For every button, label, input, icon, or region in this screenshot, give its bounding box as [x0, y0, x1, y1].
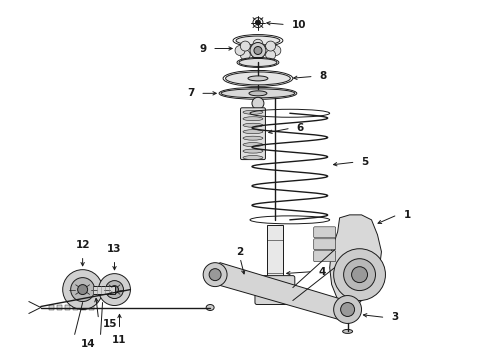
FancyBboxPatch shape	[57, 305, 62, 310]
Circle shape	[253, 52, 263, 62]
FancyBboxPatch shape	[314, 251, 336, 262]
Ellipse shape	[343, 329, 353, 333]
Ellipse shape	[243, 117, 263, 121]
Text: 3: 3	[392, 312, 399, 323]
Circle shape	[253, 39, 263, 49]
Ellipse shape	[243, 136, 263, 140]
FancyBboxPatch shape	[73, 305, 77, 310]
Circle shape	[209, 269, 221, 280]
Ellipse shape	[243, 156, 263, 159]
Circle shape	[250, 42, 266, 58]
Circle shape	[63, 270, 102, 310]
Polygon shape	[207, 263, 356, 321]
Circle shape	[111, 285, 119, 293]
Circle shape	[71, 278, 95, 302]
Circle shape	[254, 46, 262, 54]
Polygon shape	[330, 215, 382, 307]
Ellipse shape	[243, 123, 263, 127]
Ellipse shape	[243, 143, 263, 147]
Text: 12: 12	[75, 240, 90, 250]
Ellipse shape	[249, 91, 267, 96]
Text: 1: 1	[403, 210, 411, 220]
FancyBboxPatch shape	[49, 305, 54, 310]
FancyBboxPatch shape	[89, 305, 94, 310]
FancyBboxPatch shape	[241, 108, 266, 159]
Circle shape	[77, 285, 88, 294]
FancyBboxPatch shape	[267, 225, 283, 283]
Ellipse shape	[243, 110, 263, 114]
Ellipse shape	[225, 72, 290, 85]
Ellipse shape	[265, 280, 285, 285]
Circle shape	[240, 50, 250, 60]
Text: 5: 5	[362, 157, 369, 167]
FancyBboxPatch shape	[255, 276, 295, 305]
Text: 8: 8	[319, 71, 327, 81]
Ellipse shape	[206, 305, 214, 310]
Circle shape	[334, 296, 362, 323]
Text: 10: 10	[292, 19, 306, 30]
Circle shape	[341, 302, 355, 316]
FancyBboxPatch shape	[81, 305, 86, 310]
Circle shape	[266, 50, 275, 60]
Text: 6: 6	[297, 123, 304, 133]
Circle shape	[240, 41, 250, 51]
Text: 7: 7	[187, 88, 194, 98]
FancyBboxPatch shape	[65, 305, 70, 310]
FancyBboxPatch shape	[314, 239, 336, 250]
Circle shape	[203, 263, 227, 287]
Circle shape	[252, 97, 264, 109]
Ellipse shape	[243, 149, 263, 153]
Text: 15: 15	[102, 319, 117, 329]
Text: 11: 11	[112, 336, 127, 345]
Circle shape	[266, 41, 275, 51]
Text: 2: 2	[236, 247, 244, 257]
FancyBboxPatch shape	[314, 227, 336, 238]
Ellipse shape	[248, 76, 268, 81]
Circle shape	[352, 267, 368, 283]
Text: 4: 4	[318, 267, 326, 276]
Circle shape	[271, 45, 281, 55]
Circle shape	[334, 249, 386, 301]
Text: 13: 13	[107, 244, 122, 254]
Ellipse shape	[236, 36, 280, 45]
FancyBboxPatch shape	[93, 285, 115, 293]
Text: 9: 9	[199, 44, 206, 54]
Circle shape	[98, 274, 130, 306]
Circle shape	[105, 280, 123, 298]
Ellipse shape	[239, 58, 277, 67]
Text: 14: 14	[81, 339, 96, 349]
Circle shape	[235, 45, 245, 55]
Ellipse shape	[243, 130, 263, 134]
Circle shape	[343, 259, 375, 291]
Ellipse shape	[221, 89, 295, 98]
Circle shape	[255, 20, 261, 25]
